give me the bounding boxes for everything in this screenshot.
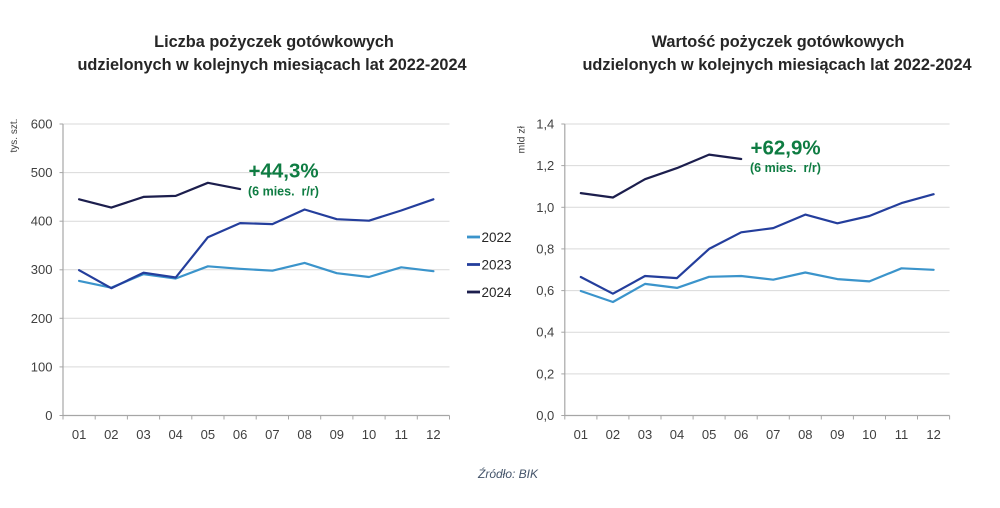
svg-text:udzielonych w kolejnych miesią: udzielonych w kolejnych miesiącach lat 2… <box>582 56 971 74</box>
svg-text:Liczba pożyczek gotówkowych: Liczba pożyczek gotówkowych <box>154 33 394 51</box>
svg-text:100: 100 <box>31 359 53 374</box>
svg-text:04: 04 <box>168 427 182 442</box>
svg-text:2024: 2024 <box>482 285 513 300</box>
svg-text:08: 08 <box>798 427 812 442</box>
svg-text:400: 400 <box>31 214 53 229</box>
svg-text:+44,3%: +44,3% <box>249 160 319 183</box>
svg-text:12: 12 <box>426 427 440 442</box>
svg-text:09: 09 <box>830 427 844 442</box>
svg-text:09: 09 <box>330 427 344 442</box>
svg-text:1,2: 1,2 <box>536 158 554 173</box>
svg-text:0,6: 0,6 <box>536 283 554 298</box>
svg-text:05: 05 <box>702 427 716 442</box>
svg-text:07: 07 <box>766 427 780 442</box>
svg-text:200: 200 <box>31 311 53 326</box>
svg-text:300: 300 <box>31 262 53 277</box>
svg-text:0,8: 0,8 <box>536 241 554 256</box>
svg-text:Źródło: BIK: Źródło: BIK <box>477 466 539 481</box>
svg-text:(6 mies. r/r): (6 mies. r/r) <box>750 161 821 175</box>
svg-text:05: 05 <box>201 427 215 442</box>
svg-text:0,0: 0,0 <box>536 408 554 423</box>
svg-text:tys. szt.: tys. szt. <box>9 119 20 153</box>
svg-text:mld zł: mld zł <box>516 125 528 153</box>
svg-text:0,2: 0,2 <box>536 366 554 381</box>
svg-text:+62,9%: +62,9% <box>751 137 821 160</box>
svg-text:0,4: 0,4 <box>536 325 554 340</box>
svg-text:udzielonych w kolejnych miesią: udzielonych w kolejnych miesiącach lat 2… <box>77 56 466 74</box>
svg-text:03: 03 <box>136 427 150 442</box>
svg-text:10: 10 <box>362 427 376 442</box>
svg-text:1,0: 1,0 <box>536 200 554 215</box>
svg-text:Wartość pożyczek gotówkowych: Wartość pożyczek gotówkowych <box>652 33 905 51</box>
svg-text:06: 06 <box>233 427 247 442</box>
svg-text:0: 0 <box>45 408 52 423</box>
svg-text:500: 500 <box>31 165 53 180</box>
svg-text:01: 01 <box>574 427 588 442</box>
svg-text:01: 01 <box>72 427 86 442</box>
svg-text:10: 10 <box>862 427 876 442</box>
svg-text:2023: 2023 <box>482 257 512 272</box>
svg-text:03: 03 <box>638 427 652 442</box>
svg-text:08: 08 <box>297 427 311 442</box>
svg-text:12: 12 <box>926 427 940 442</box>
svg-text:1,4: 1,4 <box>536 117 554 132</box>
svg-text:2022: 2022 <box>482 230 512 245</box>
svg-text:11: 11 <box>394 427 408 442</box>
svg-text:11: 11 <box>895 427 909 442</box>
svg-text:07: 07 <box>265 427 279 442</box>
svg-text:02: 02 <box>606 427 620 442</box>
svg-text:06: 06 <box>734 427 748 442</box>
svg-text:02: 02 <box>104 427 118 442</box>
svg-text:600: 600 <box>31 117 53 132</box>
svg-text:(6 mies. r/r): (6 mies. r/r) <box>248 185 319 199</box>
svg-text:04: 04 <box>670 427 684 442</box>
